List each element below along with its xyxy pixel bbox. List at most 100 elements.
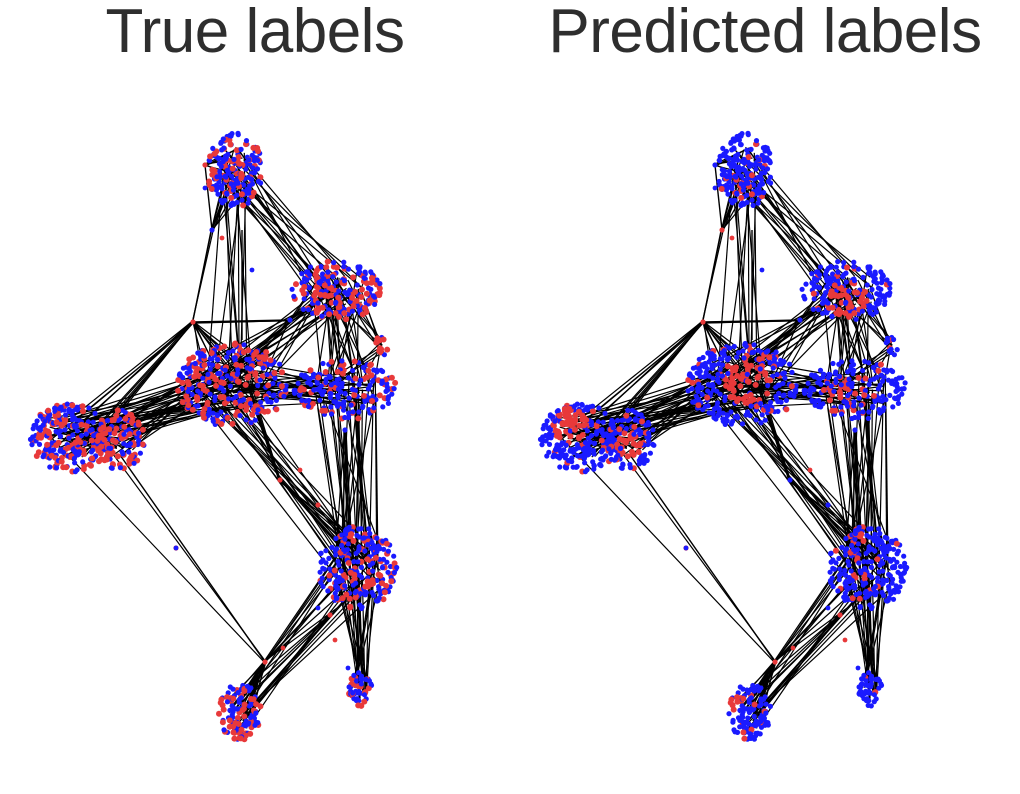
node-blue <box>245 190 252 196</box>
node-blue <box>346 375 352 381</box>
graph-edge <box>854 430 862 593</box>
graph-edge <box>356 402 360 686</box>
node-blue <box>858 570 864 576</box>
network-graph-true-labels <box>27 130 400 743</box>
node-blue <box>747 413 753 419</box>
node-red <box>201 362 208 368</box>
node-blue <box>631 431 637 437</box>
node-blue <box>108 465 114 471</box>
node-blue <box>305 403 312 410</box>
node-blue <box>587 439 593 445</box>
node-blue <box>876 685 882 691</box>
node-blue <box>737 707 743 713</box>
node-red <box>185 402 192 409</box>
node-red <box>89 455 95 462</box>
node-red <box>764 390 771 397</box>
node-blue <box>811 284 817 290</box>
node-blue <box>758 420 764 426</box>
node-red <box>368 372 375 379</box>
node-blue <box>747 161 753 167</box>
node-blue <box>249 152 255 158</box>
node-blue <box>385 548 391 554</box>
node-blue <box>813 398 819 404</box>
node-red <box>331 567 338 574</box>
node-blue <box>34 418 40 424</box>
node-blue <box>546 441 553 447</box>
node-blue <box>867 264 873 270</box>
node-red <box>352 375 359 382</box>
node-red <box>179 399 186 406</box>
node-red <box>767 377 774 384</box>
node-blue <box>868 377 874 383</box>
node-blue <box>189 391 195 397</box>
node-blue <box>871 692 877 698</box>
node-red <box>568 421 575 428</box>
node-blue <box>318 383 324 389</box>
stray-node <box>825 605 831 611</box>
node-blue <box>882 545 888 551</box>
node-red <box>207 153 214 160</box>
node-blue <box>878 681 884 687</box>
node-blue <box>71 455 77 461</box>
node-red <box>878 361 884 368</box>
node-red <box>350 538 357 544</box>
node-blue <box>775 408 781 414</box>
node-blue <box>862 590 868 596</box>
node-red <box>240 349 247 356</box>
panel-title-predicted-labels: Predicted labels <box>548 0 982 66</box>
node-blue <box>843 552 849 558</box>
node-red <box>217 394 224 400</box>
node-blue <box>728 140 734 146</box>
node-blue <box>606 446 612 452</box>
node-red <box>365 685 372 692</box>
node-blue <box>846 288 852 294</box>
node-red <box>831 282 838 289</box>
node-red <box>874 556 881 563</box>
node-red <box>324 258 331 265</box>
graph-edge <box>701 230 724 322</box>
node-blue <box>591 440 597 446</box>
node-red <box>102 430 109 437</box>
node-red <box>854 289 861 296</box>
node-blue <box>632 409 638 415</box>
node-blue <box>362 592 368 598</box>
node-blue <box>27 436 34 442</box>
node-blue <box>724 412 731 419</box>
node-blue <box>610 425 616 431</box>
node-blue <box>323 379 329 385</box>
node-blue <box>765 178 771 184</box>
node-blue <box>823 290 829 296</box>
node-blue <box>901 386 907 392</box>
node-red <box>622 439 629 445</box>
node-blue <box>894 347 900 353</box>
node-blue <box>897 563 904 570</box>
node-blue <box>214 412 221 419</box>
node-blue <box>329 544 335 551</box>
node-red <box>838 292 845 299</box>
node-blue <box>711 415 717 421</box>
node-red <box>273 406 280 413</box>
node-red <box>219 719 226 726</box>
node-red <box>328 299 335 306</box>
node-blue <box>341 407 347 413</box>
node-blue <box>783 397 789 403</box>
node-blue <box>317 397 323 403</box>
node-blue <box>890 556 897 562</box>
stray-node <box>219 235 225 241</box>
node-blue <box>326 555 332 562</box>
node-red <box>313 309 320 316</box>
node-blue <box>739 712 745 718</box>
graph-edge <box>230 186 337 277</box>
stray-node <box>202 185 208 191</box>
node-blue <box>301 296 307 302</box>
node-blue <box>107 445 114 451</box>
node-red <box>820 387 827 393</box>
node-blue <box>335 393 341 399</box>
node-blue <box>827 569 833 575</box>
node-blue <box>625 407 631 413</box>
node-red <box>122 415 129 422</box>
nodes-group <box>27 130 400 743</box>
node-blue <box>876 526 882 532</box>
node-blue <box>724 174 730 180</box>
node-blue <box>341 259 347 265</box>
